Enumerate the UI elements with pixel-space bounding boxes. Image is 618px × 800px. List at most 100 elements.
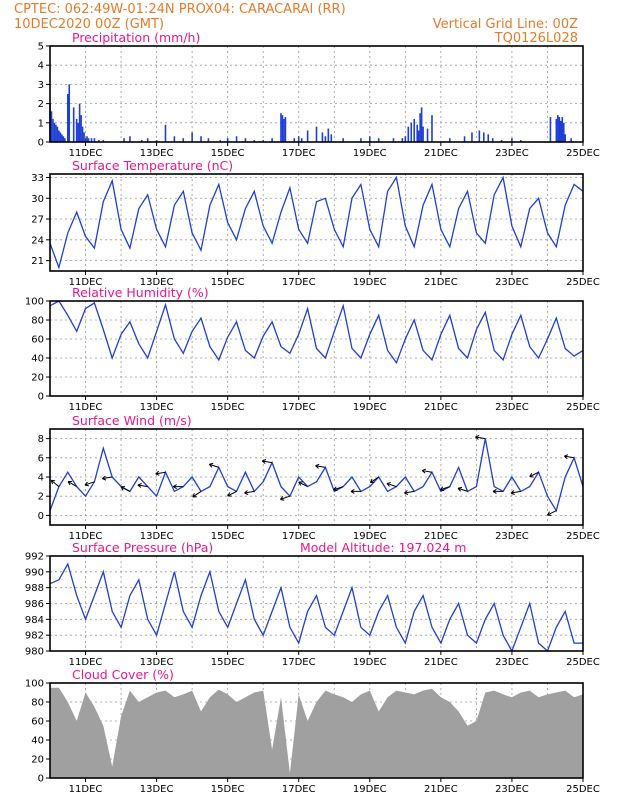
pres-xtick-label: 23DEC [495,657,529,668]
precip-bar [66,94,69,142]
pres-ytick-label: 984 [25,615,44,626]
precip-ytick-label: 3 [38,80,44,91]
precip-bar [407,126,410,142]
precip-bar [81,126,84,142]
precip-bar [561,117,564,142]
precip-bar [72,107,75,142]
precip-bar [146,138,149,142]
precip-xtick-label: 11DEC [69,148,103,159]
precip-bar [315,126,318,142]
precip-bar [491,138,494,142]
pres-series-line [49,562,583,653]
precip-ytick-label: 1 [38,118,44,129]
precip-bar [564,134,567,142]
pres-xtick-label: 15DEC [211,657,245,668]
wind-wind-arrow [439,486,450,492]
rh-panel: 0 20 40 60 80 100 11DEC 13DEC 15DEC 17DEC 19DEC 21D… [25,285,600,413]
precip-bar [83,132,85,142]
precip-bar [570,138,572,142]
wind-wind-arrow [261,459,273,464]
precip-bar [84,138,87,142]
precip-bar [410,122,413,142]
wind-wind-arrow [529,471,539,478]
wind-ytick-label: 8 [38,434,44,445]
precip-ytick-label: 4 [38,61,44,72]
precip-bar [87,138,90,142]
cloud-xtick-label: 13DEC [140,784,174,795]
pres-xtick-label: 11DEC [69,657,103,668]
precip-bar [549,117,552,142]
wind-wind-arrow [244,490,255,495]
precip-xtick-label: 19DEC [353,148,387,159]
cloud-xtick-label: 21DEC [424,784,458,795]
pres-ytick-label: 986 [25,599,44,610]
precip-bar [511,138,513,142]
rh-xtick-label: 17DEC [282,402,316,413]
wind-wind-arrow [369,476,379,484]
rh-xtick-label: 23DEC [495,402,529,413]
precip-bar [140,140,143,142]
wind-xtick-label: 11DEC [69,531,103,542]
rh-ytick-label: 60 [31,335,44,346]
precip-ytick-label: 0 [38,138,44,149]
precip-bar [219,140,222,142]
wind-wind-arrow [457,486,468,492]
precip-bar [360,138,362,142]
precip-xtick-label: 23DEC [495,148,529,159]
rh-ytick-label: 0 [38,392,44,403]
precip-bar [284,117,287,142]
precip-bar [226,138,229,142]
rh-frame [49,300,584,397]
cloud-xtick-label: 11DEC [69,784,103,795]
wind-wind-arrow [333,486,344,492]
rh-ytick-label: 20 [31,373,44,384]
pres-xtick-label: 19DEC [353,657,387,668]
cloud-xtick-label: 23DEC [495,784,529,795]
precip-bar [558,117,561,142]
precip-ytick-label: 2 [38,99,44,110]
wind-wind-arrow [421,468,433,474]
wind-wind-arrow [404,490,415,495]
precip-bar [369,136,371,142]
pres-ytick-label: 980 [25,647,44,658]
wind-ytick-label: 6 [38,453,44,464]
wind-wind-arrow [350,488,361,494]
precip-bar [93,138,96,142]
precip-bar [56,126,59,142]
pres-ytick-label: 990 [25,567,44,578]
pres-ytick-label: 982 [25,631,44,642]
pres-xtick-label: 17DEC [282,657,316,668]
pres-ytick-label: 988 [25,583,44,594]
precip-bar [327,128,330,142]
rh-ytick-label: 100 [25,297,44,308]
cloud-frame [49,682,584,779]
wind-ytick-label: 0 [38,511,44,522]
precip-bar [297,136,300,142]
precip-bar [562,122,565,142]
precip-bar [164,124,167,142]
temp-panel: 21 24 27 30 33 11DEC 13DEC 15DEC 17DEC 19DEC 21DEC… [31,158,600,288]
precip-bar [342,138,344,142]
wind-wind-arrow [563,454,575,460]
wind-wind-arrow [120,486,131,492]
precip-bar [404,136,407,142]
precip-bar [392,138,395,142]
temp-ytick-label: 21 [31,256,44,267]
precip-frame [49,45,584,143]
pres-xtick-label: 21DEC [424,657,458,668]
precip-bar [52,118,54,142]
wind-wind-arrow [155,470,166,476]
precip-bar [281,115,284,142]
wind-wind-arrow [84,481,95,487]
cloud-xtick-label: 15DEC [211,784,245,795]
precip-xtick-label: 21DEC [424,148,458,159]
rh-title: Relative Humidity (%) [72,285,209,300]
pres-xtick-label: 25DEC [566,657,600,668]
precip-bar [478,130,481,142]
header-model-id: TQ0126L028 [494,31,578,46]
pres-annotation: Model Altitude: 197.024 m [300,540,466,555]
wind-series-line [49,438,584,513]
precip-title: Precipitation (mm/h) [72,30,200,45]
wind-wind-arrow [227,490,237,497]
precip-bar [419,113,421,142]
